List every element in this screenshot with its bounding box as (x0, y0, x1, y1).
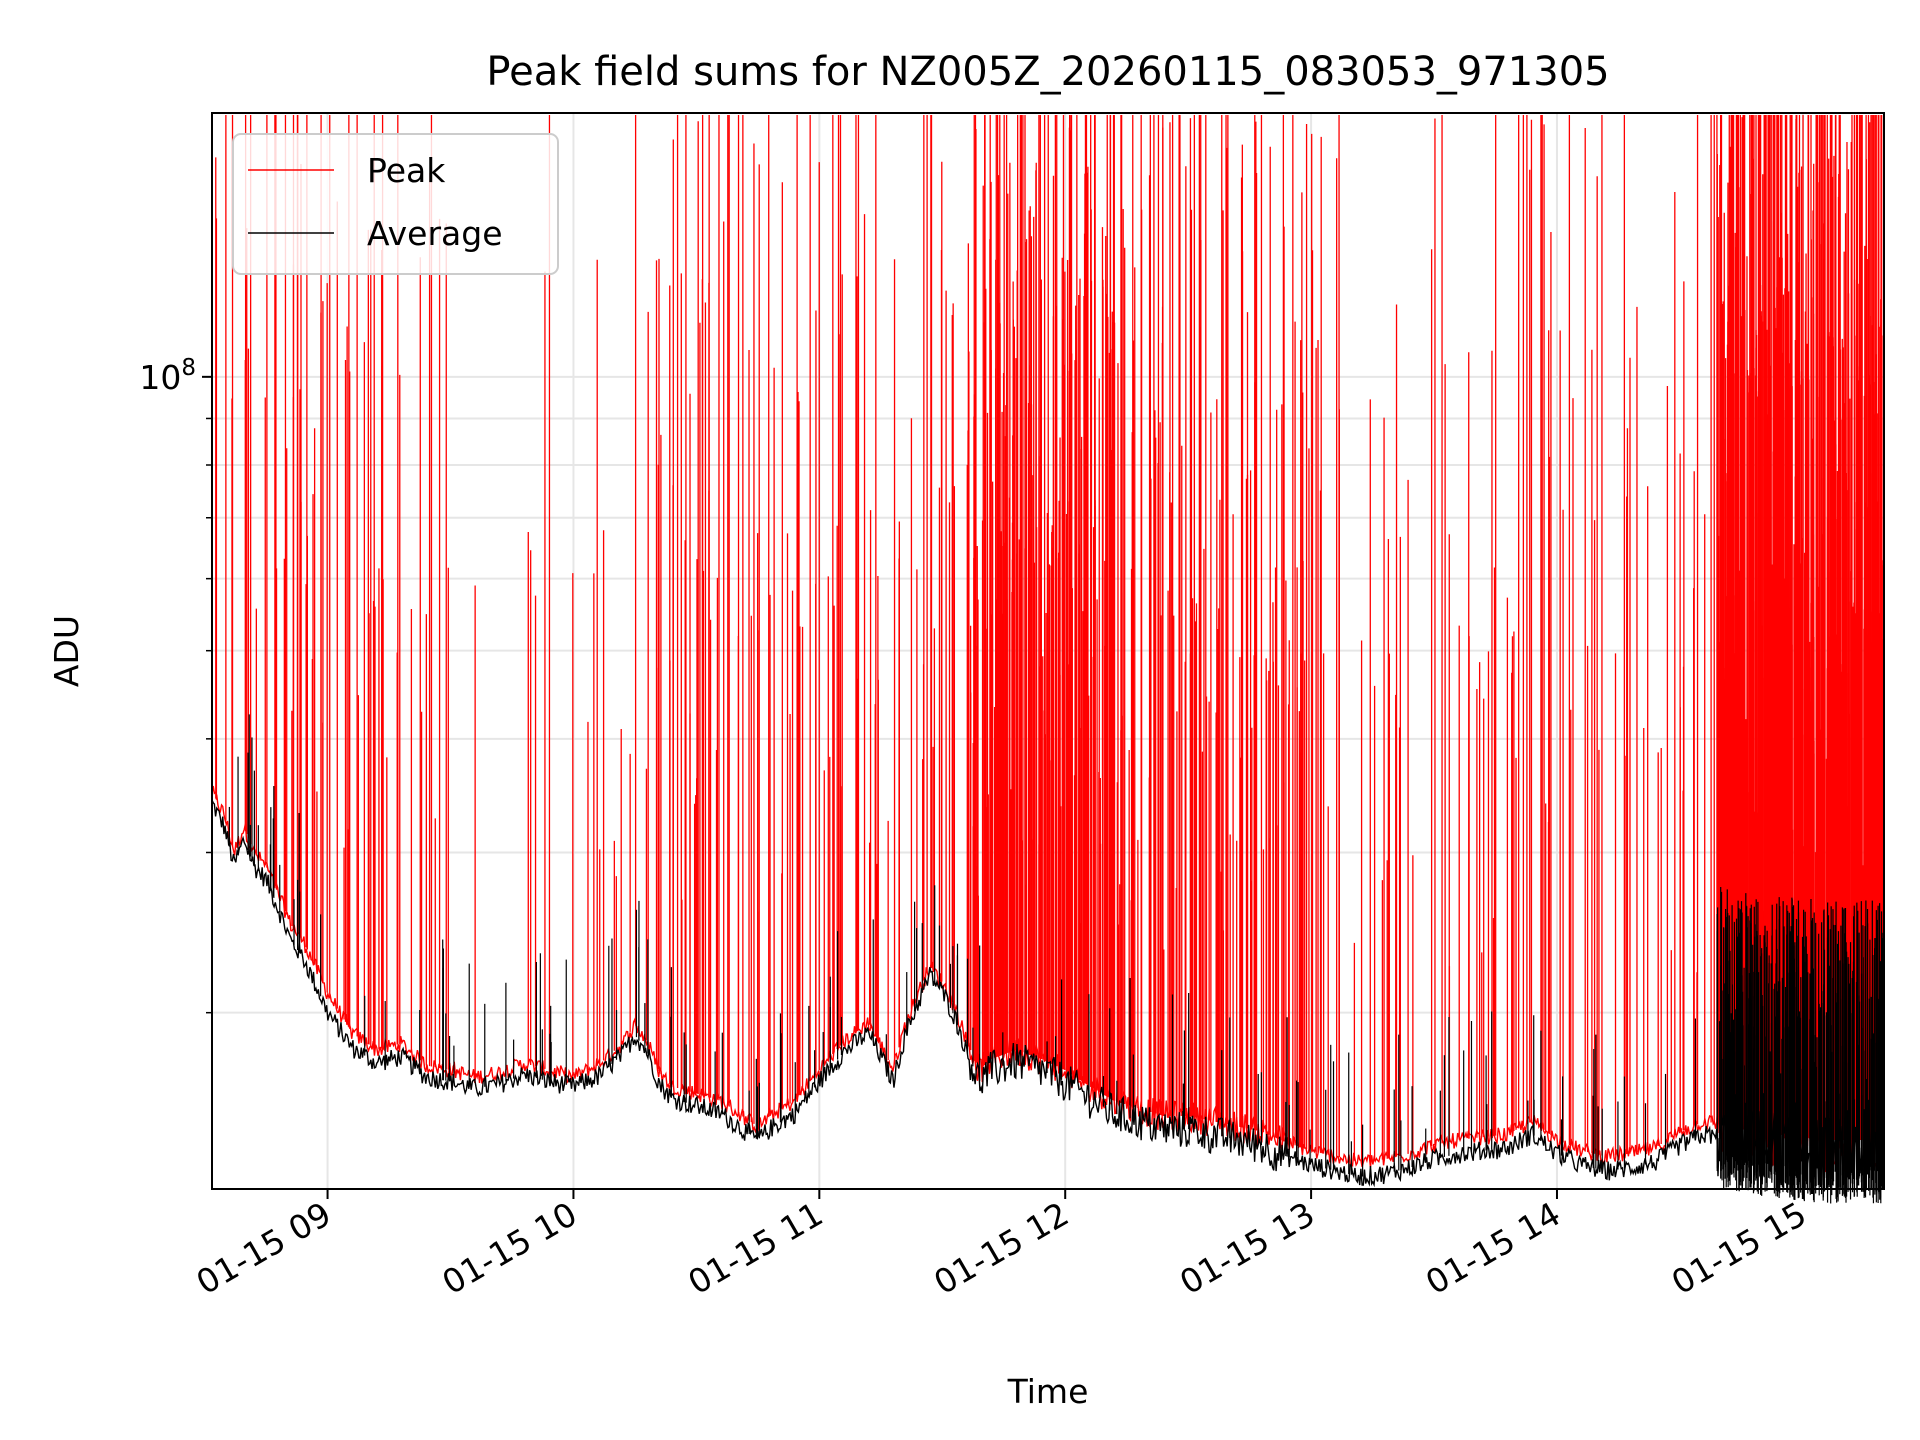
average-series (211, 714, 1885, 1204)
y-tick-label: 108 (139, 355, 196, 397)
legend: Peak Average (232, 133, 559, 275)
y-axis-label: ADU (47, 615, 86, 687)
legend-average-label: Average (367, 214, 503, 253)
peak-line (211, 785, 1885, 1173)
legend-peak-label: Peak (367, 151, 446, 190)
average-line (211, 799, 1885, 1188)
chart-title: Peak field sums for NZ005Z_20260115_0830… (486, 49, 1609, 95)
x-axis-label: Time (1007, 1372, 1089, 1411)
legend-box (232, 133, 559, 275)
